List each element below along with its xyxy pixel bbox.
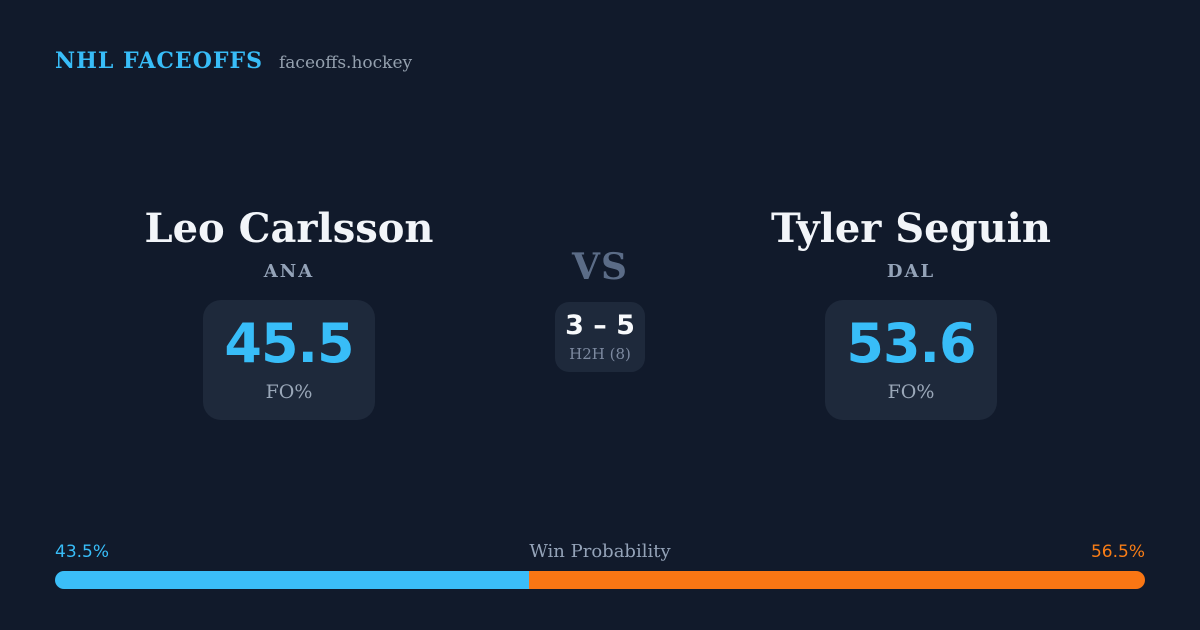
win-probability-right-value: 56.5%: [1090, 542, 1145, 562]
stat-label-right: FO%: [887, 381, 935, 403]
brand-title: NHL FACEOFFS: [55, 48, 263, 74]
win-probability-title: Win Probability: [529, 541, 671, 562]
win-probability-section: 43.5% Win Probability 56.5%: [55, 541, 1145, 589]
player-column-left: Leo Carlsson ANA 45.5 FO%: [89, 207, 489, 420]
player-column-right: Tyler Seguin DAL 53.6 FO%: [711, 207, 1111, 420]
vs-column: VS 3 – 5 H2H (8): [500, 249, 700, 372]
win-probability-bar-right-segment: [529, 571, 1145, 589]
h2h-score: 3 – 5: [565, 309, 635, 341]
player-name-right: Tyler Seguin: [771, 205, 1051, 252]
h2h-card: 3 – 5 H2H (8): [555, 302, 645, 372]
stat-label-left: FO%: [265, 381, 313, 403]
header: NHL FACEOFFS faceoffs.hockey: [55, 48, 412, 74]
stat-value-right: 53.6: [846, 312, 976, 375]
player-team-right: DAL: [886, 261, 936, 282]
site-url: faceoffs.hockey: [279, 53, 413, 73]
player-name-left: Leo Carlsson: [144, 205, 434, 252]
stat-value-left: 45.5: [224, 312, 354, 375]
player-team-left: ANA: [263, 261, 315, 282]
win-probability-left-value: 43.5%: [55, 542, 110, 562]
win-probability-bar-left-segment: [55, 571, 530, 589]
win-probability-bar: [55, 571, 1145, 589]
win-probability-labels: 43.5% Win Probability 56.5%: [55, 541, 1145, 562]
stat-card-right: 53.6 FO%: [825, 300, 997, 420]
stat-card-left: 45.5 FO%: [203, 300, 375, 420]
vs-label: VS: [572, 246, 628, 288]
h2h-label: H2H (8): [569, 344, 631, 363]
